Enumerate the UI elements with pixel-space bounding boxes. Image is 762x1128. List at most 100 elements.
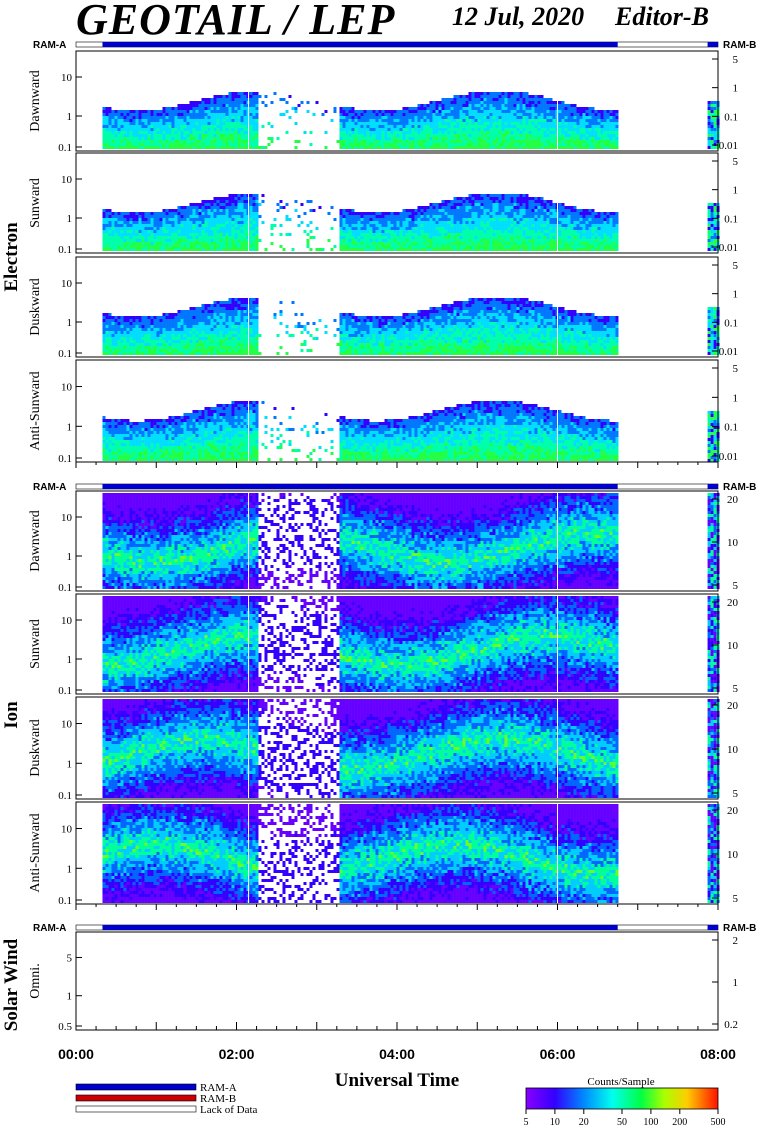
spectrogram-cell: [201, 206, 204, 209]
spectrogram-cell: [189, 122, 192, 125]
spectrogram-cell: [579, 239, 582, 242]
spectrogram-cell: [498, 248, 501, 251]
spectrogram-cell: [249, 212, 252, 215]
spectrogram-cell: [498, 146, 501, 149]
spectrogram-cell: [237, 113, 240, 116]
spectrogram-cell: [351, 218, 354, 221]
spectrogram-cell: [342, 107, 345, 110]
spectrogram-cell: [186, 239, 189, 242]
spectrogram-cell: [525, 203, 528, 206]
spectrogram-cell: [612, 215, 615, 218]
spectrogram-cell: [105, 334, 108, 337]
spectrogram-cell: [540, 206, 543, 209]
spectrogram-cell: [558, 143, 561, 146]
spectrogram-cell: [159, 245, 162, 248]
spectrogram-cell: [525, 140, 528, 143]
spectrogram-cell: [579, 116, 582, 119]
spectrogram-cell: [204, 239, 207, 242]
spectrogram-cell: [198, 143, 201, 146]
spectrogram-cell: [594, 140, 597, 143]
spectrogram-cell: [591, 116, 594, 119]
spectrogram-cell: [423, 122, 426, 125]
spectrogram-cell: [408, 146, 411, 149]
spectrogram-cell: [576, 143, 579, 146]
spectrogram-cell: [147, 131, 150, 134]
spectrogram-cell: [513, 212, 516, 215]
spectrogram-cell: [408, 239, 411, 242]
spectrogram-cell: [171, 116, 174, 119]
spectrogram-cell: [420, 224, 423, 227]
spectrogram-cell: [396, 131, 399, 134]
spectrogram-cell: [438, 107, 441, 110]
spectrogram-cell: [390, 131, 393, 134]
spectrogram-cell: [408, 125, 411, 128]
spectrogram-cell: [222, 113, 225, 116]
spectrogram-cell: [117, 131, 120, 134]
spectrogram-cell: [543, 131, 546, 134]
spectrogram-cell: [192, 218, 195, 221]
spectrogram-cell: [339, 128, 342, 131]
spectrogram-cell: [357, 125, 360, 128]
spectrogram-cell: [522, 116, 525, 119]
spectrogram-cell: [102, 146, 105, 149]
spectrogram-cell: [465, 140, 468, 143]
spectrogram-cell: [123, 352, 126, 355]
spectrogram-cell: [507, 203, 510, 206]
spectrogram-cell: [102, 352, 105, 355]
spectrogram-cell: [531, 236, 534, 239]
spectrogram-cell: [165, 239, 168, 242]
spectrogram-cell: [357, 134, 360, 137]
spectrogram-cell: [399, 110, 402, 113]
spectrogram-cell: [474, 119, 477, 122]
spectrogram-cell: [123, 316, 126, 319]
spectrogram-cell: [339, 218, 342, 221]
spectrogram-cell: [579, 137, 582, 140]
spectrogram-cell: [279, 245, 282, 248]
spectrogram-cell: [468, 209, 471, 212]
spectrogram-cell: [519, 233, 522, 236]
spectrogram-cell: [339, 140, 342, 143]
spectrogram-cell: [513, 92, 516, 95]
spectrogram-cell: [456, 239, 459, 242]
spectrogram-cell: [102, 325, 105, 328]
spectrogram-cell: [582, 209, 585, 212]
spectrogram-cell: [348, 134, 351, 137]
spectrogram-cell: [369, 227, 372, 230]
spectrogram-cell: [528, 131, 531, 134]
spectrogram-cell: [132, 343, 135, 346]
spectrogram-cell: [528, 227, 531, 230]
spectrogram-cell: [225, 230, 228, 233]
group-label: Electron: [1, 222, 22, 292]
spectrogram-cell: [441, 200, 444, 203]
spectrogram-cell: [534, 98, 537, 101]
spectrogram-cell: [519, 110, 522, 113]
spectrogram-cell: [309, 143, 312, 146]
spectrogram-cell: [150, 140, 153, 143]
spectrogram-cell: [477, 92, 480, 95]
spectrogram-cell: [405, 239, 408, 242]
spectrogram-cell: [201, 131, 204, 134]
spectrogram-cell: [180, 128, 183, 131]
spectrogram-cell: [369, 125, 372, 128]
spectrogram-cell: [462, 95, 465, 98]
spectrogram-cell: [582, 125, 585, 128]
spectrogram-cell: [330, 206, 333, 209]
spectrogram-cell: [540, 245, 543, 248]
spectrogram-cell: [411, 140, 414, 143]
spectrogram-cell: [543, 245, 546, 248]
spectrogram-cell: [528, 248, 531, 251]
spectrogram-cell: [480, 239, 483, 242]
spectrogram-cell: [189, 221, 192, 224]
spectrogram-cell: [339, 143, 342, 146]
spectrogram-cell: [519, 119, 522, 122]
spectrogram-cell: [510, 248, 513, 251]
spectrogram-cell: [126, 349, 129, 352]
spectrogram-cell: [180, 119, 183, 122]
spectrogram-cell: [138, 134, 141, 137]
spectrogram-cell: [201, 248, 204, 251]
spectrogram-cell: [243, 203, 246, 206]
spectrogram-cell: [399, 137, 402, 140]
spectrogram-cell: [465, 212, 468, 215]
spectrogram-cell: [459, 230, 462, 233]
spectrogram-cell: [573, 146, 576, 149]
